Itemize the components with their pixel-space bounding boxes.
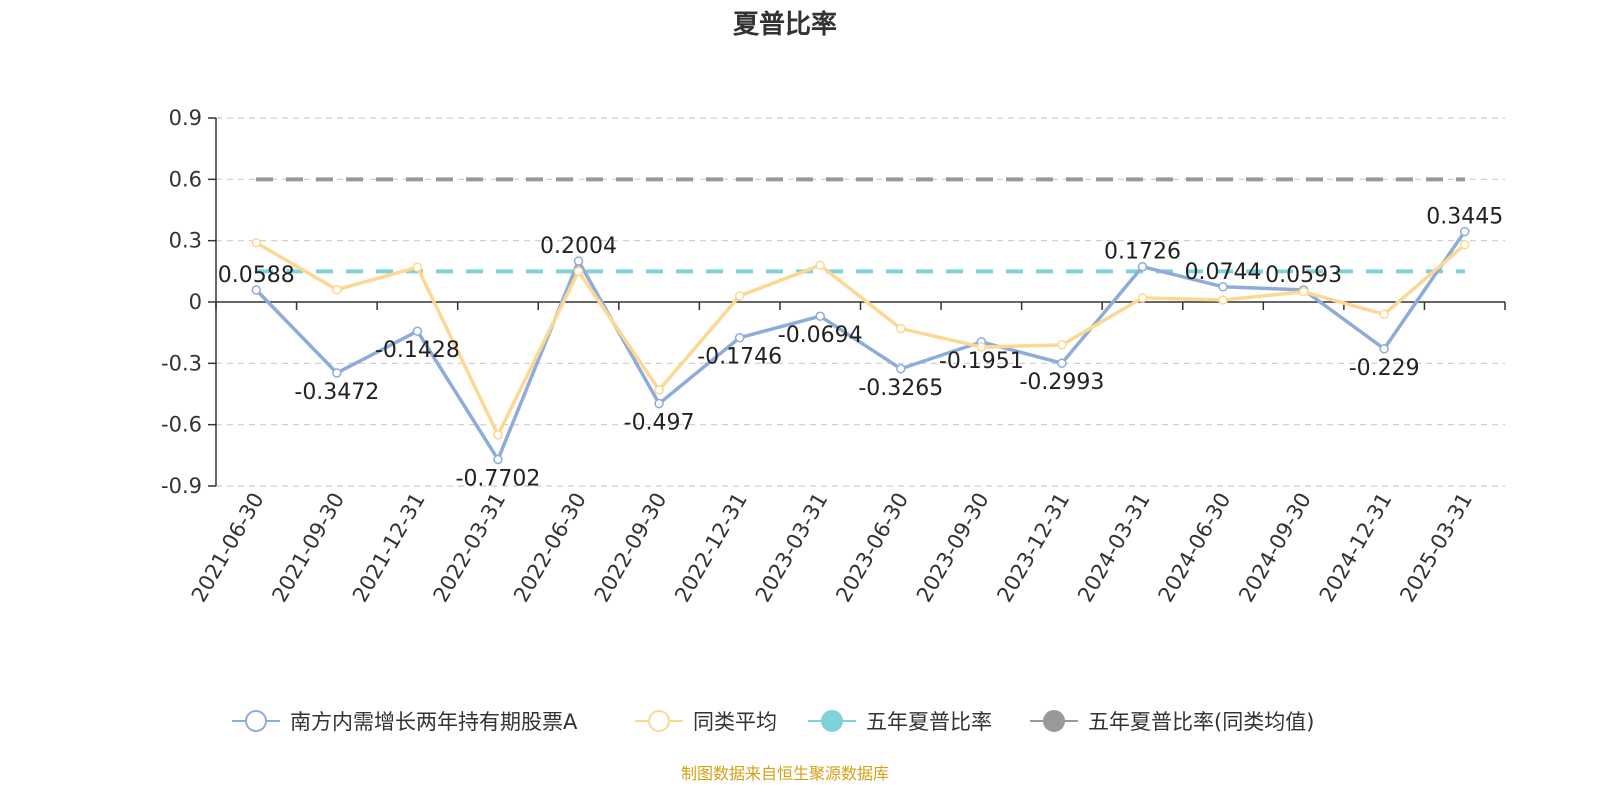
x-tick-label: 2023-03-31	[751, 489, 833, 607]
data-point	[1218, 282, 1228, 292]
data-label: 0.3445	[1426, 205, 1503, 230]
legend-marker	[821, 710, 843, 732]
x-tick-label: 2024-12-31	[1315, 489, 1397, 607]
data-point	[654, 385, 664, 395]
x-tick-label: 2021-12-31	[348, 489, 430, 607]
x-tick-label: 2023-06-30	[831, 489, 913, 607]
data-label: -0.1428	[375, 338, 460, 363]
y-tick-label: 0.9	[169, 106, 202, 130]
y-tick-label: -0.6	[161, 413, 202, 437]
chart-title: 夏普比率	[733, 9, 837, 40]
legend-marker	[1043, 710, 1065, 732]
legend-label: 南方内需增长两年持有期股票A	[290, 710, 578, 734]
data-point	[573, 266, 584, 277]
data-point	[896, 323, 906, 334]
data-point	[815, 311, 825, 321]
data-point	[412, 326, 423, 336]
y-tick-label: 0.3	[169, 229, 202, 253]
series-group	[251, 226, 1470, 465]
data-point	[1459, 226, 1470, 237]
data-label: 0.1726	[1104, 240, 1181, 265]
data-point	[815, 260, 825, 270]
x-tick-label: 2021-09-30	[267, 489, 349, 607]
data-point	[1459, 240, 1470, 250]
x-tick-label: 2023-09-30	[912, 489, 994, 607]
x-tick-label: 2025-03-31	[1395, 489, 1477, 607]
x-tick-label: 2023-12-31	[992, 489, 1074, 607]
data-label: 0.0588	[218, 263, 295, 288]
data-point	[1057, 340, 1067, 350]
data-label: 0.0593	[1265, 263, 1342, 288]
x-tick-label: 2024-06-30	[1154, 489, 1236, 607]
data-point	[976, 342, 987, 352]
legend-item[interactable]: 五年夏普比率	[808, 710, 992, 734]
x-tick-label: 2022-06-30	[509, 489, 591, 607]
y-tick-label: -0.9	[161, 474, 202, 498]
data-point	[1379, 309, 1389, 320]
legend-item[interactable]: 同类平均	[635, 710, 777, 734]
legend-marker	[245, 710, 267, 732]
y-tick-label: 0.6	[169, 167, 202, 191]
data-label: -0.2993	[1019, 370, 1104, 395]
data-point	[412, 262, 423, 272]
data-label: -0.229	[1349, 356, 1420, 381]
legend-marker	[648, 710, 670, 732]
legend-item[interactable]: 五年夏普比率(同类均值)	[1030, 710, 1314, 734]
data-point	[332, 368, 342, 378]
data-label: -0.7702	[456, 466, 541, 491]
series-line	[255, 241, 1466, 437]
data-point	[1137, 293, 1148, 303]
data-point	[1218, 295, 1228, 305]
legend-label: 五年夏普比率(同类均值)	[1088, 710, 1314, 734]
data-point	[896, 364, 906, 374]
data-point	[1298, 287, 1309, 297]
data-label: 0.0744	[1185, 260, 1262, 285]
data-point	[332, 284, 342, 295]
grid-lines	[216, 117, 1505, 487]
x-tick-label: 2024-03-31	[1073, 489, 1155, 607]
data-point	[1379, 344, 1389, 354]
data-point	[493, 430, 503, 440]
series-line	[255, 230, 1467, 462]
data-point	[734, 291, 745, 301]
data-label: 0.2004	[540, 234, 617, 259]
data-point	[493, 454, 503, 465]
data-point	[1057, 358, 1067, 368]
data-point	[654, 398, 664, 409]
data-point	[734, 332, 745, 343]
data-point	[251, 237, 262, 248]
data-label: -0.1951	[939, 349, 1024, 374]
legend-label: 同类平均	[693, 710, 777, 734]
reference-lines	[256, 177, 1465, 274]
legend-label: 五年夏普比率	[866, 710, 992, 734]
x-tick-label: 2022-03-31	[428, 489, 510, 607]
data-point	[1137, 261, 1148, 272]
data-point	[251, 285, 262, 295]
x-tick-label: 2022-09-30	[590, 489, 672, 607]
y-tick-label: 0	[189, 290, 202, 314]
data-point	[573, 256, 584, 266]
data-label: -0.3472	[294, 380, 379, 405]
data-source-note: 制图数据来自恒生聚源数据库	[681, 764, 889, 783]
legend[interactable]: 南方内需增长两年持有期股票A 同类平均 五年夏普比率 五年夏普比率(同类均值)	[232, 710, 1314, 734]
data-label: -0.0694	[778, 323, 863, 348]
x-tick-label: 2022-12-31	[670, 489, 752, 607]
data-labels: 0.0588 -0.3472 -0.1428 -0.7702 0.2004 -0.497 -…	[218, 205, 1503, 492]
legend-item[interactable]: 南方内需增长两年持有期股票A	[232, 710, 578, 734]
y-tick-label: -0.3	[161, 351, 202, 375]
x-tick-label: 2021-06-30	[187, 489, 269, 607]
data-label: -0.497	[624, 411, 695, 436]
data-label: -0.1746	[697, 345, 782, 370]
data-label: -0.3265	[858, 376, 943, 401]
x-tick-label: 2024-09-30	[1234, 489, 1316, 607]
